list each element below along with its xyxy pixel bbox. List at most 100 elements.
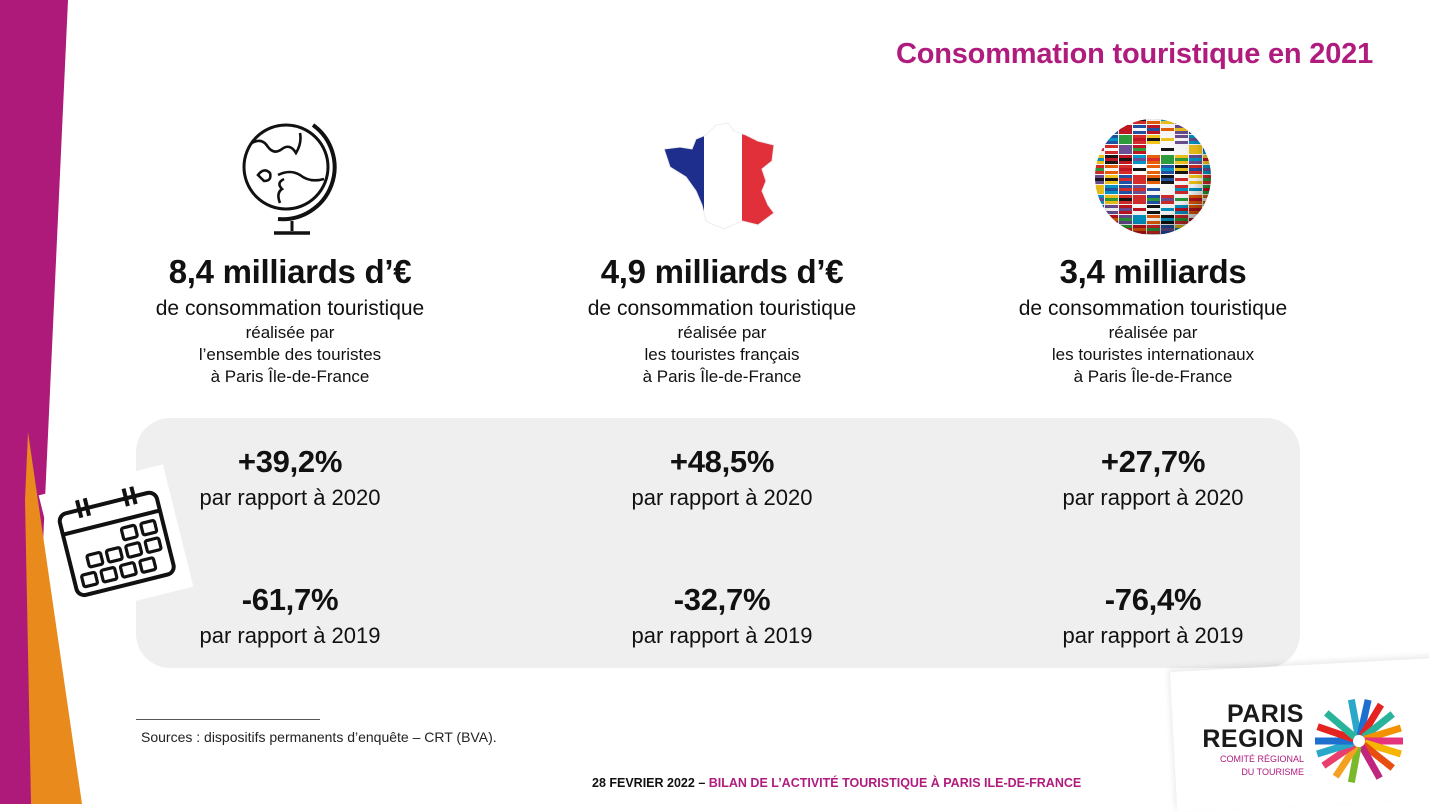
description-line: de consommation touristique [155, 297, 425, 320]
orange-band [25, 432, 82, 804]
flag-tile [1203, 125, 1211, 134]
amount-total: 8,4 milliards d’€ [168, 253, 412, 290]
logo-burst-icon [1315, 698, 1403, 784]
flag-stripe [1189, 128, 1202, 131]
flag-tile [1105, 119, 1118, 124]
flag-tile [1161, 235, 1174, 239]
description-line: réalisée par [677, 323, 767, 342]
flag-tile [1095, 225, 1104, 234]
description-line: l’ensemble des touristes [198, 345, 382, 364]
flag-stripe [1095, 138, 1104, 141]
logo-ray [1359, 702, 1384, 738]
footer: 28 FEVRIER 2022 – BILAN DE L’ACTIVITÉ TO… [592, 776, 1081, 790]
footer-separator: – [694, 776, 709, 790]
flag-stripe [1203, 128, 1211, 131]
flag-stripe [1203, 148, 1211, 151]
flag-stripe [1095, 208, 1104, 211]
flag-stripe [1091, 238, 1104, 239]
globe-icon [80, 112, 500, 242]
flag-tile [1119, 119, 1132, 124]
description-line: les touristes internationaux [1051, 345, 1255, 364]
logo-ray [1361, 742, 1395, 771]
amount-french: 4,9 milliards d’€ [600, 253, 844, 290]
comparison-panel [136, 418, 1300, 668]
amount-international: 3,4 milliards [1059, 253, 1247, 290]
logo-ray [1347, 746, 1362, 784]
comparison-label: par rapport à 2019 [631, 623, 813, 648]
flag-tile [1203, 119, 1211, 124]
flag-stripe [1203, 208, 1211, 211]
logo-ray [1332, 744, 1359, 779]
flag-stripe [1105, 228, 1118, 231]
stat-column-french-tourists: 4,9 milliards d’€ de consommation touris… [512, 112, 932, 388]
flag-tile [1095, 205, 1104, 214]
flag-stripe [1203, 228, 1211, 231]
flag-stripe [1095, 218, 1104, 221]
flag-tile [1095, 119, 1104, 124]
flag-stripe [1095, 228, 1104, 231]
percent-change: +48,5% [669, 444, 775, 479]
percent-change: -61,7% [241, 582, 339, 617]
flag-tile [1203, 205, 1211, 214]
logo-ray [1347, 698, 1362, 736]
france-flag-map-icon [512, 112, 932, 242]
description-line: de consommation touristique [1018, 297, 1288, 320]
comparison-all-2020: +39,2% par rapport à 2020 [80, 444, 500, 512]
flag-stripe [1203, 218, 1211, 221]
flag-tile [1147, 235, 1160, 239]
logo-subline: DU TOURISME [1241, 767, 1304, 777]
flag-tile [1091, 235, 1104, 239]
comparison-label: par rapport à 2020 [1062, 485, 1244, 510]
description-line: à Paris Île-de-France [1073, 367, 1233, 386]
logo-line: PARIS [1226, 700, 1304, 728]
percent-change: -32,7% [673, 582, 771, 617]
logo-ray [1363, 724, 1402, 743]
flag-tile [1095, 135, 1104, 144]
logo-ray [1358, 744, 1383, 780]
flag-stripe [1189, 238, 1202, 239]
percent-change: +39,2% [237, 444, 343, 479]
flag-tile [1105, 235, 1118, 239]
flag-tile [1203, 235, 1215, 239]
sources-note: Sources : dispositifs permanents d’enquê… [141, 729, 497, 745]
description-line: de consommation touristique [587, 297, 857, 320]
flag-tile [1095, 125, 1104, 134]
flag-stripe [1175, 119, 1188, 121]
flag-stripe [1203, 138, 1211, 141]
paris-region-logo: PARIS REGION COMITÉ RÉGIONAL DU TOURISME [1196, 702, 1304, 778]
flag-stripe [1105, 238, 1118, 239]
calendar-icon [38, 464, 194, 618]
description-line: à Paris Île-de-France [210, 367, 370, 386]
stat-column-all-tourists: 8,4 milliards d’€ de consommation touris… [80, 112, 500, 388]
flag-tile [1133, 235, 1146, 239]
flag-tile [1095, 215, 1104, 224]
flag-tile [1189, 235, 1202, 239]
comparison-label: par rapport à 2019 [1062, 623, 1244, 648]
flag-stripe [1133, 238, 1146, 239]
magenta-band [0, 0, 68, 804]
flag-tile [1175, 235, 1188, 239]
comparison-label: par rapport à 2020 [199, 485, 381, 510]
description-line: à Paris Île-de-France [642, 367, 802, 386]
flag-tile [1203, 225, 1211, 234]
flag-tile [1189, 225, 1202, 234]
flag-stripe [1147, 238, 1160, 239]
flag-tile [1175, 119, 1188, 124]
percent-change: -76,4% [1104, 582, 1202, 617]
flag-stripe [1105, 128, 1118, 131]
comparison-all-2019: -61,7% par rapport à 2019 [80, 582, 500, 650]
logo-line: REGION [1202, 725, 1304, 753]
flags-globe-icon [943, 112, 1363, 242]
comparison-label: par rapport à 2020 [631, 485, 813, 510]
logo-ray [1363, 739, 1402, 758]
flag-tile [1189, 119, 1202, 124]
footer-label: BILAN DE L’ACTIVITÉ TOURISTIQUE À PARIS … [708, 776, 1082, 790]
logo-ray [1316, 723, 1355, 743]
comparison-french-2020: +48,5% par rapport à 2020 [512, 444, 932, 512]
logo-ray [1356, 699, 1372, 736]
decorative-side-band [0, 0, 82, 804]
flag-stripe [1175, 238, 1188, 239]
description-line: réalisée par [245, 323, 335, 342]
footer-date: 28 FEVRIER 2022 [592, 776, 695, 790]
flag-tile [1203, 135, 1211, 144]
